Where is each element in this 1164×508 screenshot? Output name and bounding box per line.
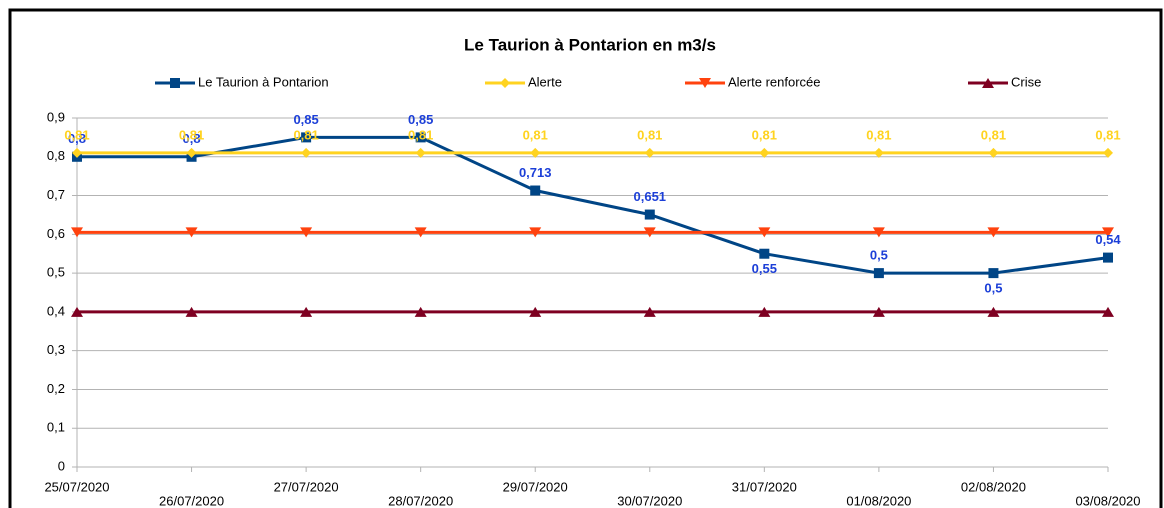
data-point [71, 227, 83, 238]
chart-title: Le Taurion à Pontarion en m3/s [464, 35, 716, 54]
data-label: 0,55 [752, 261, 777, 276]
data-label: 0,81 [866, 127, 891, 142]
data-point [530, 185, 541, 196]
y-tick-label: 0,1 [47, 420, 65, 435]
data-point [185, 306, 198, 317]
y-tick-label: 0,5 [47, 265, 65, 280]
x-tick-label: 25/07/2020 [44, 479, 109, 494]
data-label: 0,5 [870, 248, 888, 263]
data-point [71, 306, 83, 317]
data-label: 0,81 [179, 127, 204, 142]
y-tick-label: 0,2 [47, 381, 65, 396]
chart-border [8, 8, 1163, 508]
data-label: 0,81 [408, 127, 433, 142]
data-point [759, 248, 770, 259]
data-point [72, 147, 82, 158]
data-point [529, 306, 542, 317]
data-point [988, 147, 999, 158]
data-point [414, 306, 427, 317]
data-point [872, 306, 885, 317]
data-point [644, 147, 655, 158]
data-point [758, 227, 771, 238]
data-point [873, 268, 884, 279]
data-point [872, 227, 885, 238]
x-tick-label: 31/07/2020 [732, 479, 797, 494]
data-point [415, 132, 426, 143]
data-point [529, 227, 542, 238]
y-tick-label: 0,9 [47, 109, 65, 124]
legend-label: Crise [1011, 74, 1041, 89]
data-point [1102, 306, 1114, 317]
data-point [873, 147, 884, 158]
y-tick-label: 0,3 [47, 342, 65, 357]
data-point [758, 306, 771, 317]
data-point [414, 227, 427, 238]
data-label: 0,81 [981, 127, 1006, 142]
data-point [1103, 147, 1113, 158]
x-tick-label: 30/07/2020 [617, 493, 682, 508]
data-point [643, 227, 656, 238]
data-point [987, 306, 1000, 317]
y-tick-label: 0 [58, 458, 65, 473]
legend-label: Alerte renforcée [728, 74, 821, 89]
data-point [988, 268, 999, 279]
data-point [1102, 227, 1114, 238]
data-label: 0,5 [984, 281, 1002, 296]
legend-marker [699, 78, 711, 88]
x-tick-label: 28/07/2020 [388, 493, 453, 508]
legend-marker [500, 78, 510, 88]
data-point [300, 306, 313, 317]
data-point [185, 227, 198, 238]
x-tick-label: 26/07/2020 [159, 493, 224, 508]
data-label: 0,81 [523, 127, 548, 142]
data-point [530, 147, 541, 158]
data-label: 0,651 [634, 189, 667, 204]
y-tick-label: 0,4 [47, 303, 65, 318]
data-point [186, 147, 197, 158]
data-label: 0,8 [183, 131, 201, 146]
data-point [759, 147, 770, 158]
data-point [987, 227, 1000, 238]
data-point [300, 227, 313, 238]
x-tick-label: 03/08/2020 [1075, 493, 1140, 508]
data-point [415, 147, 426, 158]
legend-marker [982, 78, 994, 88]
legend-label: Le Taurion à Pontarion [198, 74, 329, 89]
data-point [301, 147, 312, 158]
y-tick-label: 0,6 [47, 226, 65, 241]
y-tick-label: 0,8 [47, 148, 65, 163]
data-label: 0,81 [637, 127, 662, 142]
y-tick-label: 0,7 [47, 187, 65, 202]
data-label: 0,81 [64, 127, 89, 142]
legend-label: Alerte [528, 74, 562, 89]
data-label: 0,8 [68, 131, 86, 146]
x-tick-label: 02/08/2020 [961, 479, 1026, 494]
data-point [644, 209, 655, 220]
data-label: 0,713 [519, 165, 552, 180]
data-label: 0,85 [408, 112, 433, 127]
x-tick-label: 01/08/2020 [846, 493, 911, 508]
data-label: 0,81 [752, 127, 777, 142]
x-tick-label: 29/07/2020 [503, 479, 568, 494]
data-point [301, 132, 312, 143]
data-point [643, 306, 656, 317]
x-tick-label: 27/07/2020 [274, 479, 339, 494]
data-point [1103, 252, 1113, 263]
data-label: 0,54 [1095, 232, 1121, 247]
data-label: 0,85 [293, 112, 318, 127]
data-label: 0,81 [293, 127, 318, 142]
legend-marker [170, 78, 180, 88]
data-label: 0,81 [1095, 127, 1120, 142]
series-line [77, 135, 1109, 275]
